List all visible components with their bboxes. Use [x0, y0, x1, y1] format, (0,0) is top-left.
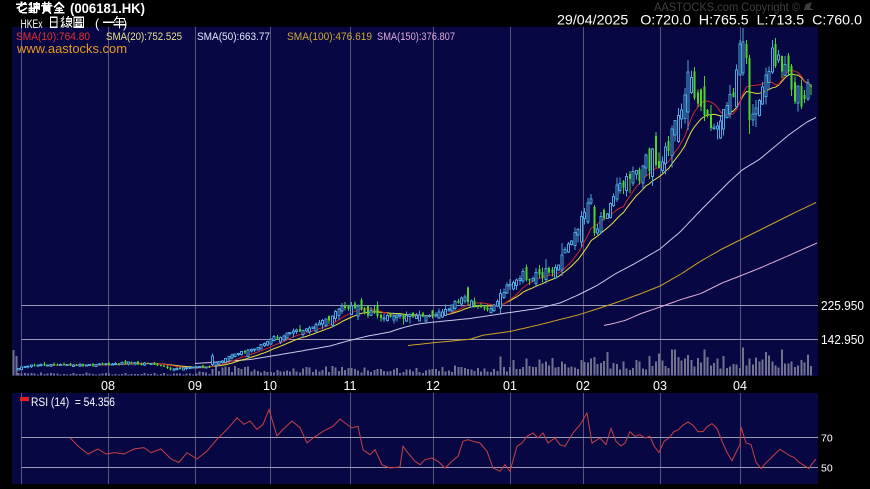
- svg-text:SMA(10):764.80: SMA(10):764.80: [16, 31, 90, 43]
- svg-text:70: 70: [821, 433, 833, 445]
- svg-text:AASTOCKS.com Copyright ©: AASTOCKS.com Copyright ©: [654, 0, 800, 14]
- svg-text:50: 50: [821, 463, 833, 475]
- svg-text:(006181.HK): (006181.HK): [70, 0, 145, 16]
- svg-text:): ): [123, 17, 127, 31]
- svg-text:www.aastocks.com: www.aastocks.com: [16, 41, 127, 56]
- svg-text:SMA(20):752.525: SMA(20):752.525: [106, 31, 182, 43]
- svg-text:SMA(150):376.807: SMA(150):376.807: [377, 31, 455, 43]
- svg-text:(: (: [95, 17, 100, 31]
- svg-text:225.950: 225.950: [821, 299, 864, 313]
- svg-text:01: 01: [503, 379, 517, 393]
- svg-text:SMA(100):476.619: SMA(100):476.619: [287, 31, 372, 43]
- svg-text:11: 11: [344, 379, 357, 393]
- svg-text:03: 03: [653, 379, 667, 393]
- svg-text:04: 04: [733, 379, 747, 393]
- svg-text:RSI (14) = 54.356: RSI (14) = 54.356: [31, 397, 115, 409]
- svg-text:12: 12: [426, 379, 440, 393]
- svg-text:142.950: 142.950: [821, 333, 864, 347]
- svg-text:10: 10: [263, 379, 277, 393]
- svg-text:SMA(50):663.77: SMA(50):663.77: [197, 31, 270, 43]
- svg-text:HKEx: HKEx: [21, 17, 43, 31]
- svg-text:02: 02: [576, 379, 590, 393]
- svg-text:08: 08: [101, 379, 115, 393]
- svg-text:29/04/2025 O:720.0 H:765.5: 29/04/2025 O:720.0 H:765.5 L:713.5 C:760…: [557, 12, 862, 28]
- svg-text:09: 09: [188, 379, 202, 393]
